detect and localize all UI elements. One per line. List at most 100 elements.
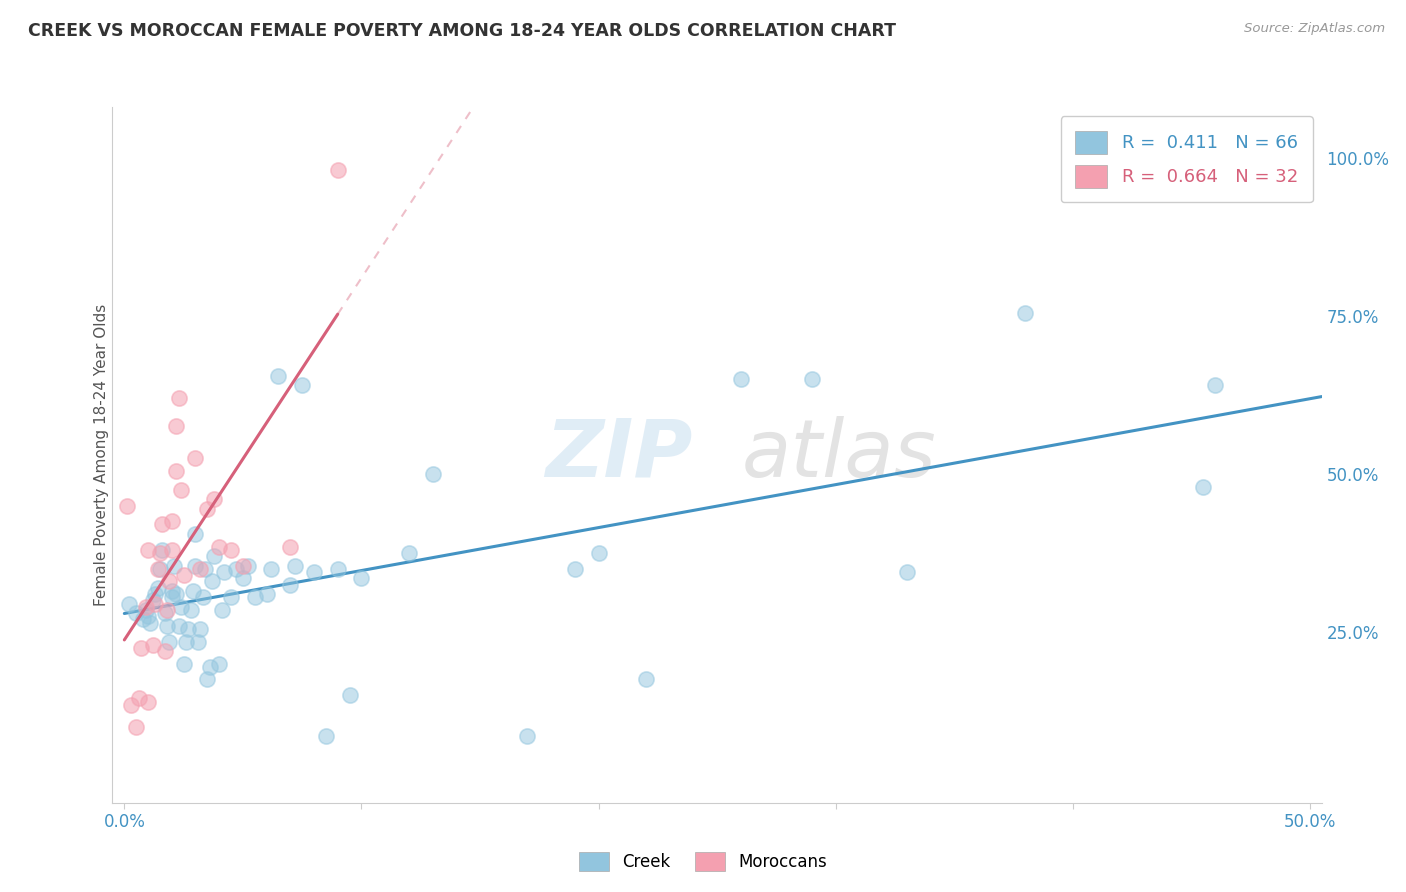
Point xyxy=(153,606,176,620)
Point xyxy=(302,565,325,579)
Point xyxy=(156,603,179,617)
Point xyxy=(208,540,231,554)
Point xyxy=(232,558,254,573)
Point xyxy=(256,587,278,601)
Point xyxy=(170,599,193,614)
Point xyxy=(1192,479,1215,493)
Point xyxy=(896,565,918,579)
Point xyxy=(136,542,159,557)
Point xyxy=(278,577,301,591)
Point xyxy=(350,571,373,585)
Point xyxy=(173,657,195,671)
Point xyxy=(173,568,195,582)
Point xyxy=(211,603,233,617)
Point xyxy=(143,587,166,601)
Point xyxy=(1014,305,1036,319)
Point xyxy=(149,562,172,576)
Point xyxy=(150,517,173,532)
Point xyxy=(236,558,259,573)
Point xyxy=(188,622,211,636)
Point xyxy=(136,695,159,709)
Point xyxy=(204,549,226,563)
Point xyxy=(125,720,148,734)
Point xyxy=(115,499,138,513)
Point xyxy=(184,451,207,466)
Point xyxy=(136,609,159,624)
Point xyxy=(212,565,235,579)
Text: CREEK VS MOROCCAN FEMALE POVERTY AMONG 18-24 YEAR OLDS CORRELATION CHART: CREEK VS MOROCCAN FEMALE POVERTY AMONG 1… xyxy=(28,22,896,40)
Point xyxy=(181,583,204,598)
Text: Source: ZipAtlas.com: Source: ZipAtlas.com xyxy=(1244,22,1385,36)
Point xyxy=(208,657,231,671)
Point xyxy=(800,372,823,386)
Point xyxy=(184,527,207,541)
Point xyxy=(204,492,226,507)
Point xyxy=(219,591,242,605)
Point xyxy=(160,591,183,605)
Point xyxy=(163,558,186,573)
Point xyxy=(398,546,420,560)
Point xyxy=(167,618,190,632)
Point xyxy=(156,618,179,632)
Point xyxy=(201,574,224,589)
Point xyxy=(315,730,337,744)
Point xyxy=(232,571,254,585)
Point xyxy=(278,540,301,554)
Point xyxy=(180,603,202,617)
Legend: Creek, Moroccans: Creek, Moroccans xyxy=(571,843,835,880)
Point xyxy=(166,419,188,434)
Point xyxy=(564,562,586,576)
Point xyxy=(166,464,188,478)
Point xyxy=(1204,378,1226,392)
Point xyxy=(142,593,165,607)
Point xyxy=(167,391,190,405)
Point xyxy=(160,583,183,598)
Point xyxy=(177,622,200,636)
Point xyxy=(184,558,207,573)
Point xyxy=(157,574,180,589)
Text: ZIP: ZIP xyxy=(546,416,693,494)
Point xyxy=(326,562,349,576)
Legend: R =  0.411   N = 66, R =  0.664   N = 32: R = 0.411 N = 66, R = 0.664 N = 32 xyxy=(1060,116,1313,202)
Point xyxy=(188,562,211,576)
Point xyxy=(157,634,180,648)
Point xyxy=(291,378,314,392)
Point xyxy=(195,501,218,516)
Point xyxy=(125,606,148,620)
Point xyxy=(142,638,165,652)
Point xyxy=(135,599,157,614)
Point xyxy=(339,688,361,702)
Point xyxy=(166,587,188,601)
Point xyxy=(118,597,141,611)
Point xyxy=(634,673,657,687)
Point xyxy=(146,581,169,595)
Point xyxy=(153,644,176,658)
Point xyxy=(260,562,283,576)
Point xyxy=(243,591,266,605)
Point xyxy=(225,562,247,576)
Point xyxy=(128,691,150,706)
Point xyxy=(129,640,152,655)
Point xyxy=(588,546,610,560)
Point xyxy=(516,730,538,744)
Point xyxy=(146,562,169,576)
Point xyxy=(135,603,157,617)
Text: atlas: atlas xyxy=(741,416,936,494)
Point xyxy=(160,542,183,557)
Point xyxy=(194,562,217,576)
Point xyxy=(422,467,444,481)
Point xyxy=(195,673,218,687)
Point xyxy=(198,660,221,674)
Point xyxy=(267,368,290,383)
Point xyxy=(139,615,162,630)
Point xyxy=(284,558,307,573)
Point xyxy=(143,597,166,611)
Point xyxy=(191,591,214,605)
Point xyxy=(730,372,752,386)
Point xyxy=(120,698,142,712)
Y-axis label: Female Poverty Among 18-24 Year Olds: Female Poverty Among 18-24 Year Olds xyxy=(94,304,108,606)
Point xyxy=(149,546,172,560)
Point xyxy=(326,163,349,178)
Point xyxy=(219,542,242,557)
Point xyxy=(132,612,155,626)
